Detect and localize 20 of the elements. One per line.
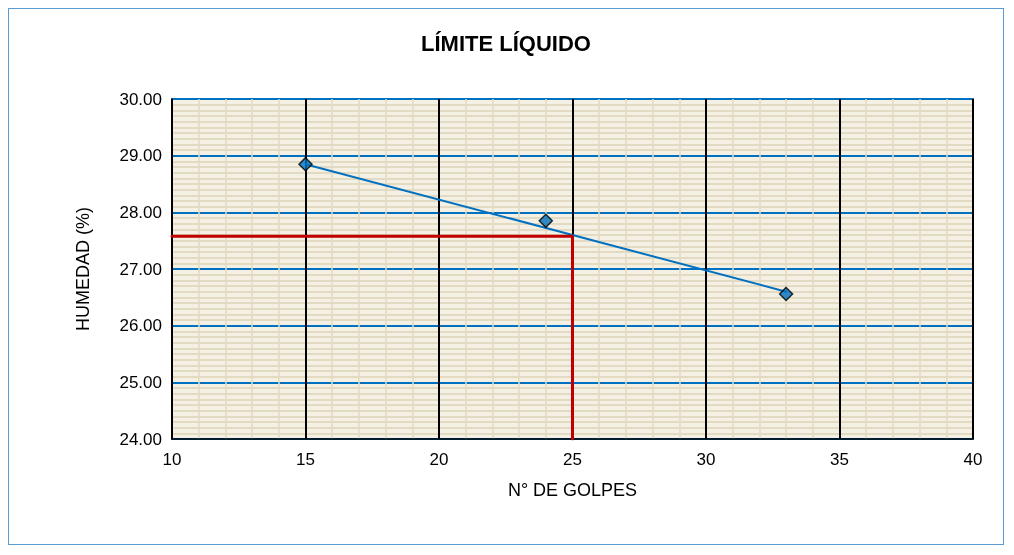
y-tick-label: 30.00 [119, 89, 162, 109]
y-tick-label: 29.00 [119, 146, 162, 166]
y-tick-label: 27.00 [119, 259, 162, 279]
y-axis-title: HUMEDAD (%) [73, 207, 93, 331]
point [778, 286, 794, 302]
x-tick-label: 20 [429, 450, 449, 469]
y-tick-label: 26.00 [119, 316, 162, 336]
y-tick-label: 25.00 [119, 372, 162, 392]
y-tick-label: 28.00 [119, 202, 162, 222]
x-tick-label: 35 [830, 450, 849, 469]
x-tick-label: 30 [696, 450, 716, 469]
point [538, 213, 554, 229]
y-tick-label: 24.00 [119, 429, 162, 449]
x-tick-label: 15 [296, 450, 315, 469]
chart-title: LÍMITE LÍQUIDO [421, 30, 591, 56]
x-tick-label: 25 [563, 450, 582, 469]
x-axis-title: N° DE GOLPES [507, 480, 638, 500]
x-tick-label: 40 [963, 450, 983, 469]
x-tick-label: 10 [162, 450, 182, 469]
point [298, 156, 313, 172]
